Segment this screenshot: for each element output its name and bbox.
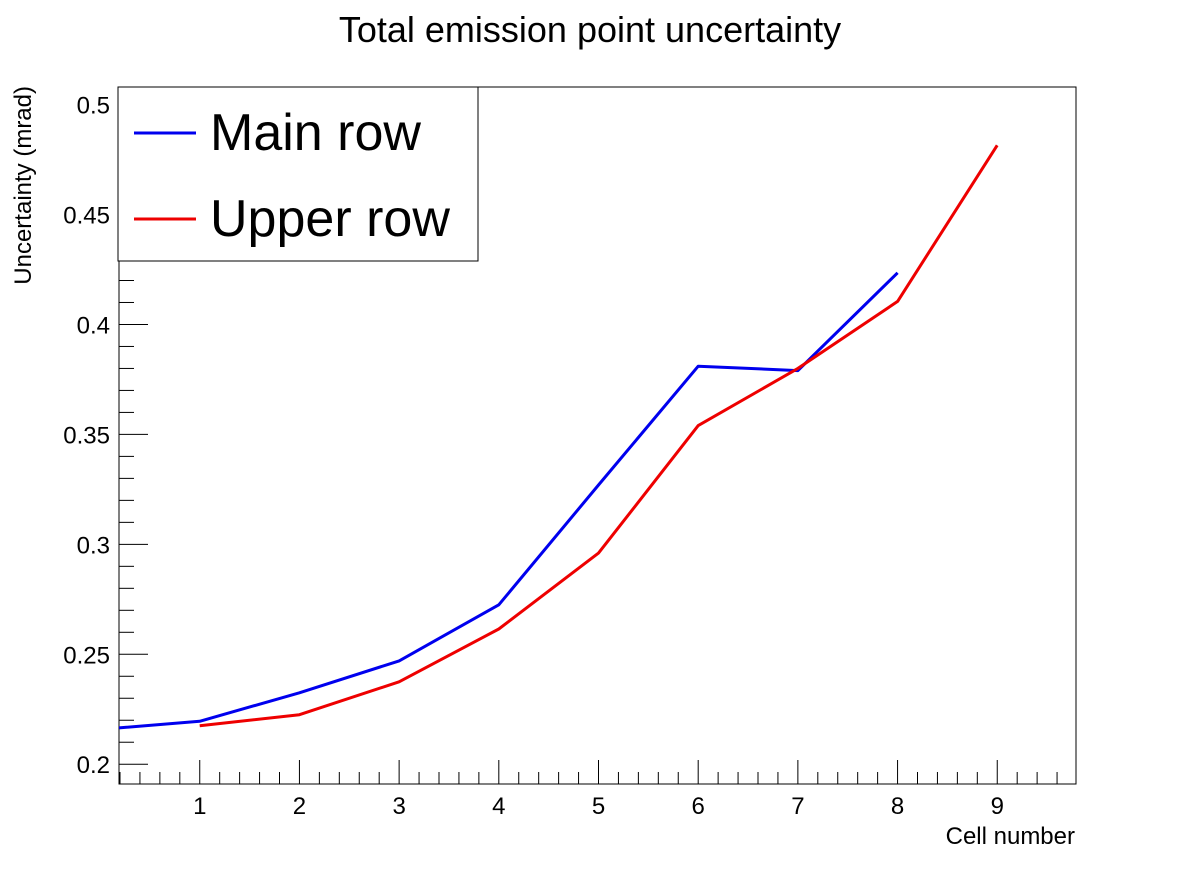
legend: Main row Upper row (117, 86, 479, 262)
series-line-upper-row (199, 144, 999, 728)
plot-frame (118, 86, 1077, 785)
x-tick-label: 7 (791, 793, 804, 820)
y-tick-label: 0.45 (63, 203, 110, 230)
y-tick-label: 0.35 (63, 422, 110, 449)
y-tick-label: 0.3 (77, 532, 110, 559)
x-axis-label: Cell number (946, 823, 1075, 850)
y-tick-label: 0.2 (77, 752, 110, 779)
chart-title: Total emission point uncertainty (339, 9, 841, 50)
x-tick-label: 3 (392, 793, 405, 820)
x-tick-label: 5 (592, 793, 605, 820)
axis-ticks (119, 104, 1058, 784)
x-tick-label: 1 (193, 793, 206, 820)
y-tick-labels: 0.2 0.25 0.3 0.35 0.4 0.45 0.5 (63, 93, 110, 780)
x-tick-labels: 1 2 3 4 5 6 7 8 9 (193, 793, 1004, 820)
legend-label: Main row (210, 104, 421, 162)
y-tick-label: 0.25 (63, 642, 110, 669)
series-line-main-row (118, 271, 899, 730)
legend-label: Upper row (210, 190, 450, 248)
x-tick-label: 4 (492, 793, 505, 820)
y-axis-label: Uncertainty (mrad) (10, 86, 37, 285)
y-tick-label: 0.4 (77, 312, 110, 339)
y-tick-label: 0.5 (77, 93, 110, 120)
series-lines (118, 144, 999, 730)
x-tick-label: 6 (692, 793, 705, 820)
legend-box (117, 86, 479, 262)
x-tick-label: 2 (293, 793, 306, 820)
x-tick-label: 8 (891, 793, 904, 820)
x-tick-label: 9 (991, 793, 1004, 820)
